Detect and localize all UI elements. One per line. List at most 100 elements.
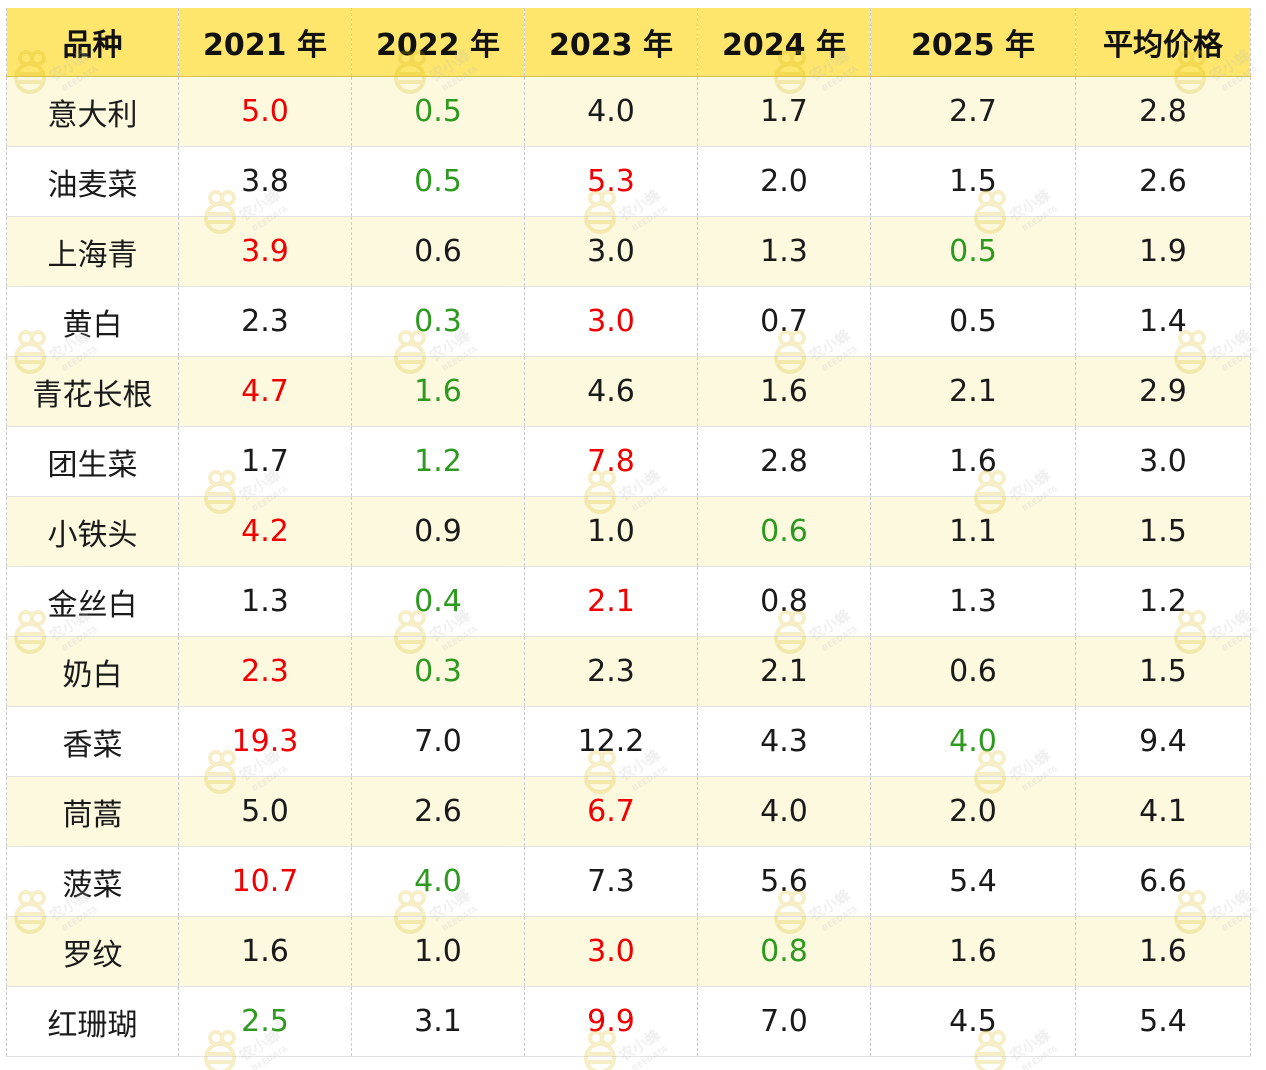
variety-name-cell: 黄白	[6, 286, 179, 357]
price-cell: 0.5	[870, 286, 1076, 357]
variety-name-cell: 小铁头	[6, 496, 179, 567]
price-cell: 4.6	[524, 356, 698, 427]
table-row: 青花长根 4.7 1.6 4.6 1.6 2.1 2.9	[6, 356, 1251, 427]
average-price-cell: 2.6	[1075, 146, 1251, 217]
price-cell: 1.6	[178, 916, 352, 987]
average-price-cell: 2.8	[1075, 76, 1251, 147]
variety-name-cell: 团生菜	[6, 426, 179, 497]
price-cell: 5.4	[870, 846, 1076, 917]
price-cell: 7.3	[524, 846, 698, 917]
price-cell: 2.3	[178, 286, 352, 357]
price-cell: 1.0	[524, 496, 698, 567]
price-cell: 1.6	[351, 356, 525, 427]
price-cell: 10.7	[178, 846, 352, 917]
price-cell: 3.0	[524, 216, 698, 287]
header-2022: 2022 年	[351, 8, 525, 77]
table-row: 红珊瑚 2.5 3.1 9.9 7.0 4.5 5.4	[6, 986, 1251, 1057]
table-row: 茼蒿 5.0 2.6 6.7 4.0 2.0 4.1	[6, 776, 1251, 847]
price-cell: 5.0	[178, 76, 352, 147]
price-cell: 1.2	[351, 426, 525, 497]
price-cell: 0.4	[351, 566, 525, 637]
price-cell: 1.0	[351, 916, 525, 987]
table-row: 小铁头 4.2 0.9 1.0 0.6 1.1 1.5	[6, 496, 1251, 567]
price-cell: 1.3	[697, 216, 871, 287]
average-price-cell: 1.5	[1075, 636, 1251, 707]
price-cell: 1.7	[178, 426, 352, 497]
price-cell: 4.7	[178, 356, 352, 427]
variety-name-cell: 上海青	[6, 216, 179, 287]
price-cell: 2.1	[524, 566, 698, 637]
header-average-price: 平均价格	[1075, 8, 1251, 77]
price-cell: 0.5	[351, 146, 525, 217]
variety-name-cell: 青花长根	[6, 356, 179, 427]
header-2023: 2023 年	[524, 8, 698, 77]
table-row: 油麦菜 3.8 0.5 5.3 2.0 1.5 2.6	[6, 146, 1251, 217]
price-cell: 1.7	[697, 76, 871, 147]
price-cell: 4.5	[870, 986, 1076, 1057]
average-price-cell: 1.6	[1075, 916, 1251, 987]
vegetable-price-table: 品种 2021 年 2022 年 2023 年 2024 年 2025 年 平均…	[6, 8, 1251, 1057]
average-price-cell: 1.2	[1075, 566, 1251, 637]
price-cell: 5.6	[697, 846, 871, 917]
price-cell: 1.6	[870, 426, 1076, 497]
price-cell: 1.3	[870, 566, 1076, 637]
price-cell: 1.1	[870, 496, 1076, 567]
price-cell: 0.8	[697, 916, 871, 987]
price-cell: 0.5	[351, 76, 525, 147]
variety-name-cell: 奶白	[6, 636, 179, 707]
variety-name-cell: 红珊瑚	[6, 986, 179, 1057]
price-cell: 2.3	[178, 636, 352, 707]
average-price-cell: 5.4	[1075, 986, 1251, 1057]
price-cell: 0.5	[870, 216, 1076, 287]
variety-name-cell: 茼蒿	[6, 776, 179, 847]
header-2021: 2021 年	[178, 8, 352, 77]
price-cell: 2.0	[697, 146, 871, 217]
price-cell: 2.7	[870, 76, 1076, 147]
price-cell: 0.6	[697, 496, 871, 567]
average-price-cell: 1.4	[1075, 286, 1251, 357]
price-cell: 3.0	[524, 286, 698, 357]
price-cell: 2.3	[524, 636, 698, 707]
price-cell: 19.3	[178, 706, 352, 777]
price-cell: 5.0	[178, 776, 352, 847]
price-cell: 7.0	[351, 706, 525, 777]
average-price-cell: 2.9	[1075, 356, 1251, 427]
table-row: 香菜 19.3 7.0 12.2 4.3 4.0 9.4	[6, 706, 1251, 777]
price-cell: 6.7	[524, 776, 698, 847]
price-cell: 3.1	[351, 986, 525, 1057]
average-price-cell: 6.6	[1075, 846, 1251, 917]
price-cell: 5.3	[524, 146, 698, 217]
average-price-cell: 9.4	[1075, 706, 1251, 777]
price-cell: 0.9	[351, 496, 525, 567]
price-cell: 2.1	[697, 636, 871, 707]
variety-name-cell: 菠菜	[6, 846, 179, 917]
price-cell: 2.1	[870, 356, 1076, 427]
price-cell: 0.7	[697, 286, 871, 357]
average-price-cell: 4.1	[1075, 776, 1251, 847]
price-cell: 3.8	[178, 146, 352, 217]
average-price-cell: 1.9	[1075, 216, 1251, 287]
price-cell: 7.0	[697, 986, 871, 1057]
price-cell: 4.0	[351, 846, 525, 917]
variety-name-cell: 罗纹	[6, 916, 179, 987]
price-cell: 4.0	[870, 706, 1076, 777]
price-cell: 4.2	[178, 496, 352, 567]
price-cell: 1.6	[870, 916, 1076, 987]
table-row: 黄白 2.3 0.3 3.0 0.7 0.5 1.4	[6, 286, 1251, 357]
table-row: 上海青 3.9 0.6 3.0 1.3 0.5 1.9	[6, 216, 1251, 287]
price-cell: 2.8	[697, 426, 871, 497]
header-2025: 2025 年	[870, 8, 1076, 77]
price-cell: 0.3	[351, 636, 525, 707]
table-row: 罗纹 1.6 1.0 3.0 0.8 1.6 1.6	[6, 916, 1251, 987]
header-2024: 2024 年	[697, 8, 871, 77]
price-cell: 4.3	[697, 706, 871, 777]
variety-name-cell: 意大利	[6, 76, 179, 147]
price-cell: 1.6	[697, 356, 871, 427]
price-cell: 2.6	[351, 776, 525, 847]
average-price-cell: 1.5	[1075, 496, 1251, 567]
price-cell: 4.0	[524, 76, 698, 147]
variety-name-cell: 金丝白	[6, 566, 179, 637]
header-variety: 品种	[6, 8, 179, 77]
table-row: 意大利 5.0 0.5 4.0 1.7 2.7 2.8	[6, 76, 1251, 147]
